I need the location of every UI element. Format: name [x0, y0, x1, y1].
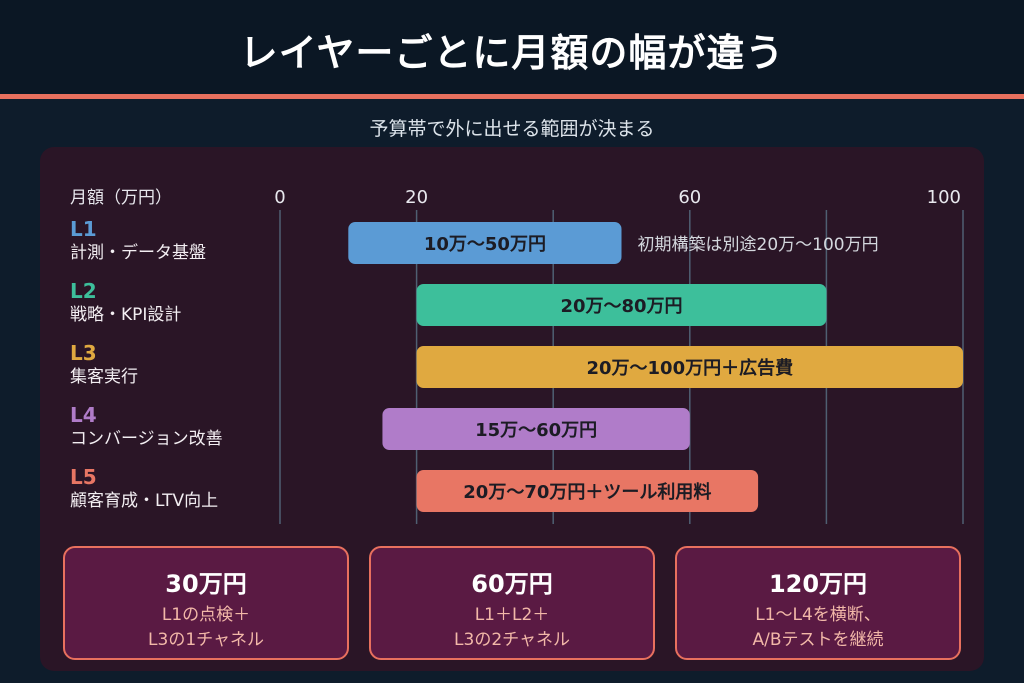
row-label-l1: L1 計測・データ基盤 — [70, 218, 206, 264]
budget-card-line: L3の2チャネル — [454, 630, 570, 650]
row-label-l4: L4 コンバージョン改善 — [70, 404, 223, 450]
range-bar-l4 — [382, 408, 690, 450]
budget-card-amount: 30万円 — [165, 570, 247, 598]
row-label-l5: L5 顧客育成・LTV向上 — [70, 466, 218, 512]
layer-code: L3 — [70, 341, 97, 365]
layer-code: L5 — [70, 465, 97, 489]
axis-title: 月額（万円） — [70, 188, 172, 208]
budget-card-line: L1の点検＋ — [161, 605, 251, 625]
budget-card-amount: 60万円 — [471, 570, 553, 598]
range-bar-l5 — [416, 470, 759, 512]
budget-card-amount: 120万円 — [768, 570, 868, 598]
bar-data-label: 15万〜60万円 — [475, 420, 597, 441]
bar-data-label: 10万〜50万円 — [424, 234, 546, 255]
budget-card-1: 30万円 L1の点検＋ L3の1チャネル — [63, 546, 349, 660]
header-bar — [0, 0, 1024, 96]
accent-divider — [0, 94, 1024, 99]
layer-code: L1 — [70, 217, 97, 241]
layer-name: 集客実行 — [70, 367, 138, 387]
x-tick-label: 0 — [274, 187, 285, 208]
page-subtitle: 予算帯で外に出せる範囲が決まる — [369, 118, 655, 140]
range-bar-l3 — [416, 346, 964, 388]
layer-name: コンバージョン改善 — [70, 429, 223, 449]
layer-code: L4 — [70, 403, 97, 427]
range-bar-l2 — [416, 284, 827, 326]
budget-card-line: L1＋L2＋ — [474, 605, 550, 625]
x-tick-label: 60 — [678, 187, 701, 208]
range-bar-l1 — [348, 222, 622, 264]
layer-name: 顧客育成・LTV向上 — [70, 491, 219, 511]
budget-card-2: 60万円 L1＋L2＋ L3の2チャネル — [369, 546, 655, 660]
budget-card-3: 120万円 L1〜L4を横断、 A/Bテストを継続 — [675, 546, 961, 660]
layer-name: 戦略・KPI設計 — [70, 305, 182, 325]
row-label-l3: L3 集客実行 — [70, 342, 138, 388]
page-title: レイヤーごとに月額の幅が違う — [239, 31, 785, 75]
bar-data-label: 20万〜80万円 — [560, 296, 682, 317]
row-label-l2: L2 戦略・KPI設計 — [70, 280, 181, 326]
layer-name: 計測・データ基盤 — [70, 243, 206, 263]
x-tick-label: 20 — [405, 187, 428, 208]
layer-code: L2 — [70, 279, 97, 303]
bar-data-label: 20万〜100万円＋広告費 — [586, 357, 793, 379]
budget-card-line: L3の1チャネル — [148, 630, 264, 650]
x-tick-label: 100 — [927, 187, 961, 208]
bar-data-label: 20万〜70万円＋ツール利用料 — [463, 481, 711, 503]
budget-card-line: A/Bテストを継続 — [752, 630, 884, 650]
bar-note: 初期構築は別途20万〜100万円 — [638, 235, 879, 255]
budget-card-line: L1〜L4を横断、 — [755, 605, 881, 625]
